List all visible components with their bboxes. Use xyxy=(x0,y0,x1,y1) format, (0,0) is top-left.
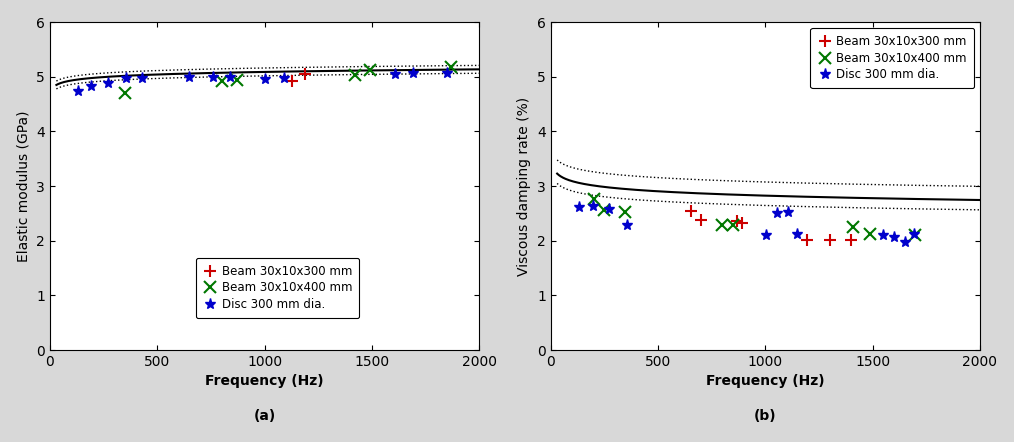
Disc 300 mm dia. xyxy=(278,76,290,81)
Disc 300 mm dia. xyxy=(224,74,236,80)
Beam 30x10x300 mm xyxy=(299,72,311,77)
Beam 30x10x400 mm xyxy=(587,197,599,202)
Line: Disc 300 mm dia.: Disc 300 mm dia. xyxy=(72,68,452,97)
Line: Disc 300 mm dia.: Disc 300 mm dia. xyxy=(573,201,920,248)
Y-axis label: Elastic modulus (GPa): Elastic modulus (GPa) xyxy=(16,110,30,262)
Disc 300 mm dia. xyxy=(573,204,585,210)
Beam 30x10x300 mm xyxy=(731,218,743,224)
Disc 300 mm dia. xyxy=(184,74,196,80)
Beam 30x10x300 mm xyxy=(286,78,298,83)
Beam 30x10x300 mm xyxy=(685,208,698,213)
Disc 300 mm dia. xyxy=(898,240,911,245)
Beam 30x10x400 mm xyxy=(598,207,610,213)
Disc 300 mm dia. xyxy=(259,76,271,82)
Disc 300 mm dia. xyxy=(101,80,114,85)
Beam 30x10x300 mm xyxy=(695,217,707,223)
Beam 30x10x400 mm xyxy=(864,232,876,237)
Text: (a): (a) xyxy=(254,409,276,423)
Disc 300 mm dia. xyxy=(586,204,598,209)
Disc 300 mm dia. xyxy=(389,72,402,77)
Beam 30x10x300 mm xyxy=(845,237,857,242)
Disc 300 mm dia. xyxy=(407,70,419,76)
Line: Beam 30x10x400 mm: Beam 30x10x400 mm xyxy=(588,194,921,241)
Line: Beam 30x10x300 mm: Beam 30x10x300 mm xyxy=(287,69,311,86)
Disc 300 mm dia. xyxy=(791,232,803,237)
Beam 30x10x400 mm xyxy=(119,91,131,96)
Beam 30x10x300 mm xyxy=(801,237,813,242)
Beam 30x10x300 mm xyxy=(735,220,747,225)
Line: Beam 30x10x300 mm: Beam 30x10x300 mm xyxy=(685,205,857,245)
Y-axis label: Viscous damping rate (%): Viscous damping rate (%) xyxy=(517,96,531,276)
X-axis label: Frequency (Hz): Frequency (Hz) xyxy=(205,374,323,389)
Beam 30x10x400 mm xyxy=(445,65,457,70)
Beam 30x10x400 mm xyxy=(716,223,728,228)
Disc 300 mm dia. xyxy=(782,209,794,214)
Beam 30x10x400 mm xyxy=(847,224,859,229)
Disc 300 mm dia. xyxy=(207,74,219,80)
Legend: Beam 30x10x300 mm, Beam 30x10x400 mm, Disc 300 mm dia.: Beam 30x10x300 mm, Beam 30x10x400 mm, Di… xyxy=(196,258,359,318)
Disc 300 mm dia. xyxy=(621,223,633,228)
Line: Beam 30x10x400 mm: Beam 30x10x400 mm xyxy=(120,61,456,99)
Disc 300 mm dia. xyxy=(877,232,889,238)
Beam 30x10x400 mm xyxy=(216,78,228,83)
Beam 30x10x400 mm xyxy=(910,232,922,238)
Beam 30x10x400 mm xyxy=(349,72,361,77)
Beam 30x10x400 mm xyxy=(619,209,631,214)
Beam 30x10x300 mm xyxy=(823,237,836,242)
Disc 300 mm dia. xyxy=(72,88,84,94)
Disc 300 mm dia. xyxy=(909,232,921,237)
Disc 300 mm dia. xyxy=(760,232,773,237)
Disc 300 mm dia. xyxy=(84,84,96,89)
Disc 300 mm dia. xyxy=(771,210,783,216)
Beam 30x10x400 mm xyxy=(364,68,376,73)
X-axis label: Frequency (Hz): Frequency (Hz) xyxy=(706,374,824,389)
Legend: Beam 30x10x300 mm, Beam 30x10x400 mm, Disc 300 mm dia.: Beam 30x10x300 mm, Beam 30x10x400 mm, Di… xyxy=(810,28,973,88)
Disc 300 mm dia. xyxy=(120,76,132,81)
Disc 300 mm dia. xyxy=(441,70,453,76)
Disc 300 mm dia. xyxy=(888,234,900,240)
Disc 300 mm dia. xyxy=(136,75,148,80)
Disc 300 mm dia. xyxy=(602,206,614,212)
Text: (b): (b) xyxy=(754,409,777,423)
Beam 30x10x400 mm xyxy=(230,77,242,82)
Beam 30x10x400 mm xyxy=(727,223,739,228)
